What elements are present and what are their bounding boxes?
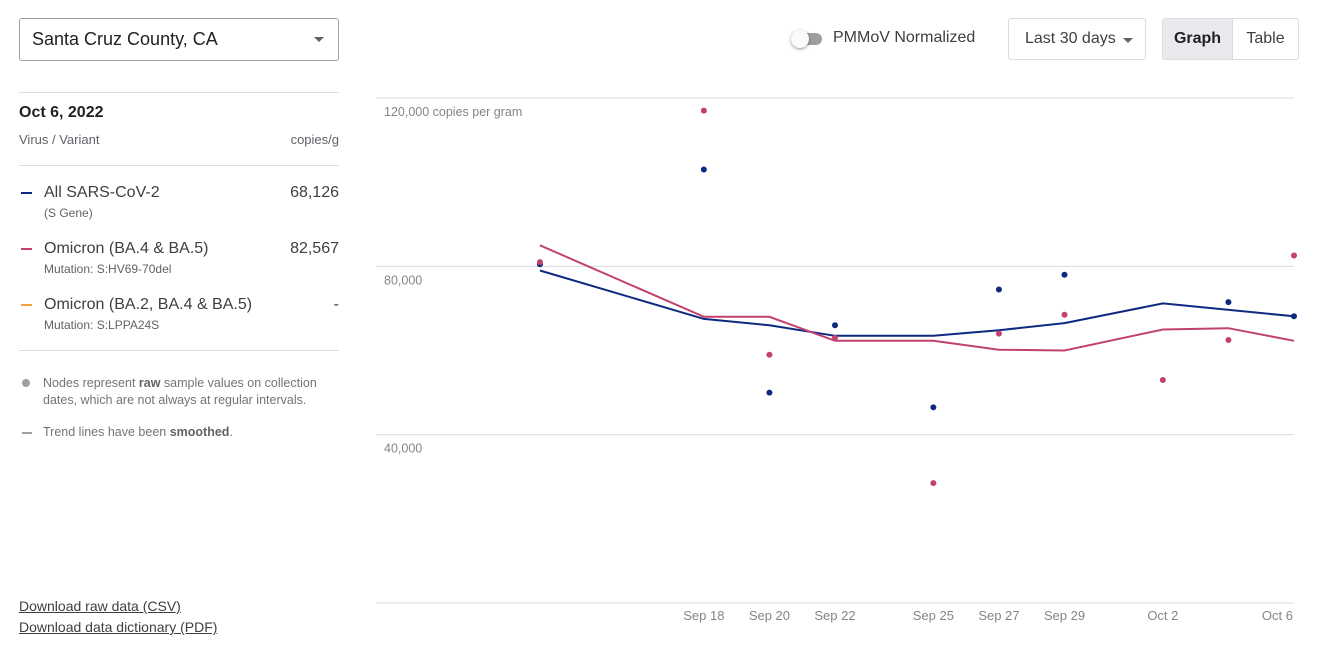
data-point-series-1 [536,259,543,266]
location-select-value: Santa Cruz County, CA [32,29,218,49]
legend-row-omicron-ba2-ba4-ba5[interactable]: Omicron (BA.2, BA.4 & BA.5) Mutation: S:… [19,296,339,342]
download-dictionary-link[interactable]: Download data dictionary (PDF) [19,619,218,635]
data-point-series-0 [700,166,707,173]
x-tick-label: Sep 20 [749,608,790,623]
data-point-series-1 [1159,376,1166,383]
trend-line-series-1 [539,244,1295,352]
note-trend: Trend lines have been smoothed. [19,424,339,442]
data-point-series-0 [1061,271,1068,278]
note-text: sample values on collection dates, which… [43,376,317,407]
legend-subtitle: (S Gene) [44,206,93,220]
pmmov-toggle-label: PMMoV Normalized [833,29,976,46]
data-point-series-1 [766,351,773,358]
y-gridline-label: 80,000 [384,273,422,287]
note-text: Trend lines have been [43,425,170,439]
legend-name: Omicron (BA.4 & BA.5) [44,240,209,257]
node-dot-icon [22,379,30,387]
column-header-units: copies/g [290,132,339,147]
y-gridline-label: 40,000 [384,442,422,456]
trend-line-series-0 [539,269,1295,337]
data-point-series-0 [995,286,1002,293]
note-text: Nodes represent [43,376,139,390]
data-point-series-0 [832,322,838,329]
data-point-series-1 [1061,311,1068,318]
legend-row-all-sars-cov-2[interactable]: All SARS-CoV-2 (S Gene) 68,126 [19,184,339,230]
data-point-series-1 [1291,252,1297,259]
note-bold: raw [138,376,161,390]
data-point-series-1 [930,480,937,487]
legend-value: - [333,296,339,313]
location-select[interactable]: Santa Cruz County, CA [19,18,339,61]
note-bold: smoothed [169,425,230,439]
x-tick-label: Sep 27 [978,608,1019,623]
x-tick-label: Sep 25 [913,608,954,623]
pmmov-toggle[interactable] [791,30,822,48]
table-view-button[interactable]: Table [1246,30,1285,47]
data-point-series-0 [930,404,937,411]
legend-name: All SARS-CoV-2 [44,184,160,201]
note-text: . [229,425,233,439]
data-point-series-0 [1225,299,1232,306]
divider [19,92,339,93]
legend-value: 82,567 [290,240,339,257]
divider [19,165,339,166]
series-swatch-icon [21,304,32,306]
download-csv-link[interactable]: Download raw data (CSV) [19,598,181,614]
dropdown-caret-icon [1123,38,1133,43]
series-swatch-icon [21,248,32,250]
data-point-series-1 [832,334,838,341]
legend-subtitle: Mutation: S:LPPA24S [44,318,160,332]
dropdown-caret-icon [314,37,324,42]
trend-line-icon [22,432,32,434]
y-gridline-label: 120,000 copies per gram [384,105,522,119]
legend-value: 68,126 [290,184,339,201]
legend-row-omicron-ba4-ba5[interactable]: Omicron (BA.4 & BA.5) Mutation: S:HV69-7… [19,240,339,286]
data-point-series-0 [1291,313,1297,320]
data-point-series-1 [995,330,1002,337]
toggle-knob [791,30,809,48]
date-range-select[interactable]: Last 30 days [1008,18,1146,60]
x-tick-label: Oct 2 [1147,608,1178,623]
view-toggle: Graph Table [1162,18,1299,60]
legend-subtitle: Mutation: S:HV69-70del [44,262,172,276]
note-nodes: Nodes represent raw sample values on col… [19,375,339,411]
x-tick-label: Sep 18 [683,608,724,623]
date-range-value: Last 30 days [1025,30,1116,47]
data-point-series-1 [700,107,707,114]
data-point-series-0 [766,389,773,396]
graph-view-button[interactable]: Graph [1163,19,1233,59]
series-swatch-icon [21,192,32,194]
divider [19,350,339,351]
column-header-variant: Virus / Variant [19,132,100,147]
detail-date: Oct 6, 2022 [19,104,104,121]
data-point-series-1 [1225,336,1232,343]
x-tick-label: Oct 6 [1262,608,1293,623]
x-tick-label: Sep 22 [814,608,855,623]
legend-name: Omicron (BA.2, BA.4 & BA.5) [44,296,253,313]
x-tick-label: Sep 29 [1044,608,1085,623]
